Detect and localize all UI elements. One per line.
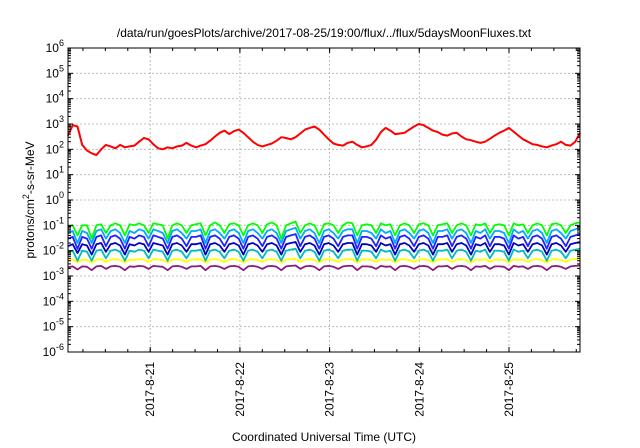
x-tick-label: 2017-8-24 bbox=[412, 362, 426, 417]
y-tick-label: 100 bbox=[46, 190, 64, 207]
y-tick-label: 10-3 bbox=[43, 266, 64, 283]
y-axis-label-post: -s-sr-MeV bbox=[23, 141, 37, 194]
y-tick-label: 10-6 bbox=[43, 342, 64, 359]
grid-layer bbox=[68, 48, 580, 352]
x-tick-label: 2017-8-22 bbox=[233, 362, 247, 417]
y-tick-label: 10-4 bbox=[43, 291, 64, 308]
x-tick-label: 2017-8-25 bbox=[502, 362, 516, 417]
chart-title: /data/run/goesPlots/archive/2017-08-25/1… bbox=[117, 26, 532, 40]
series-line-6 bbox=[67, 247, 581, 262]
y-axis-label-sup: 2 bbox=[21, 194, 31, 199]
series-line-3 bbox=[67, 226, 581, 244]
y-axis-label-pre: protons/cm bbox=[23, 199, 37, 258]
series-layer bbox=[67, 123, 581, 272]
series-line-5 bbox=[67, 241, 581, 256]
y-tick-label: 106 bbox=[46, 38, 64, 55]
x-tick-label: 2017-8-23 bbox=[323, 362, 337, 417]
y-tick-label: 10-2 bbox=[43, 241, 64, 258]
y-tick-label: 101 bbox=[46, 165, 64, 182]
series-line-8 bbox=[67, 264, 581, 272]
y-tick-label: 104 bbox=[46, 89, 64, 106]
y-axis-label: protons/cm2-s-sr-MeV bbox=[21, 141, 37, 258]
y-axis-ticks: 10-6 10-5 10-4 10-3 10-2 10-1 100 101 102 103 104 1… bbox=[43, 38, 580, 359]
y-tick-label: 10-5 bbox=[43, 317, 64, 334]
series-line-7 bbox=[67, 258, 581, 264]
series-line-2 bbox=[67, 220, 581, 240]
series-line-1 bbox=[67, 123, 581, 156]
y-tick-label: 103 bbox=[46, 114, 64, 131]
series-line-4 bbox=[67, 233, 581, 250]
x-tick-label: 2017-8-21 bbox=[143, 362, 157, 417]
y-tick-label: 105 bbox=[46, 63, 64, 80]
y-tick-label: 10-1 bbox=[43, 215, 64, 232]
x-axis-ticks: 2017-8-21 2017-8-22 2017-8-23 2017-8-24 2017… bbox=[82, 48, 577, 417]
y-tick-label: 102 bbox=[46, 139, 64, 156]
x-axis-label: Coordinated Universal Time (UTC) bbox=[232, 430, 416, 444]
